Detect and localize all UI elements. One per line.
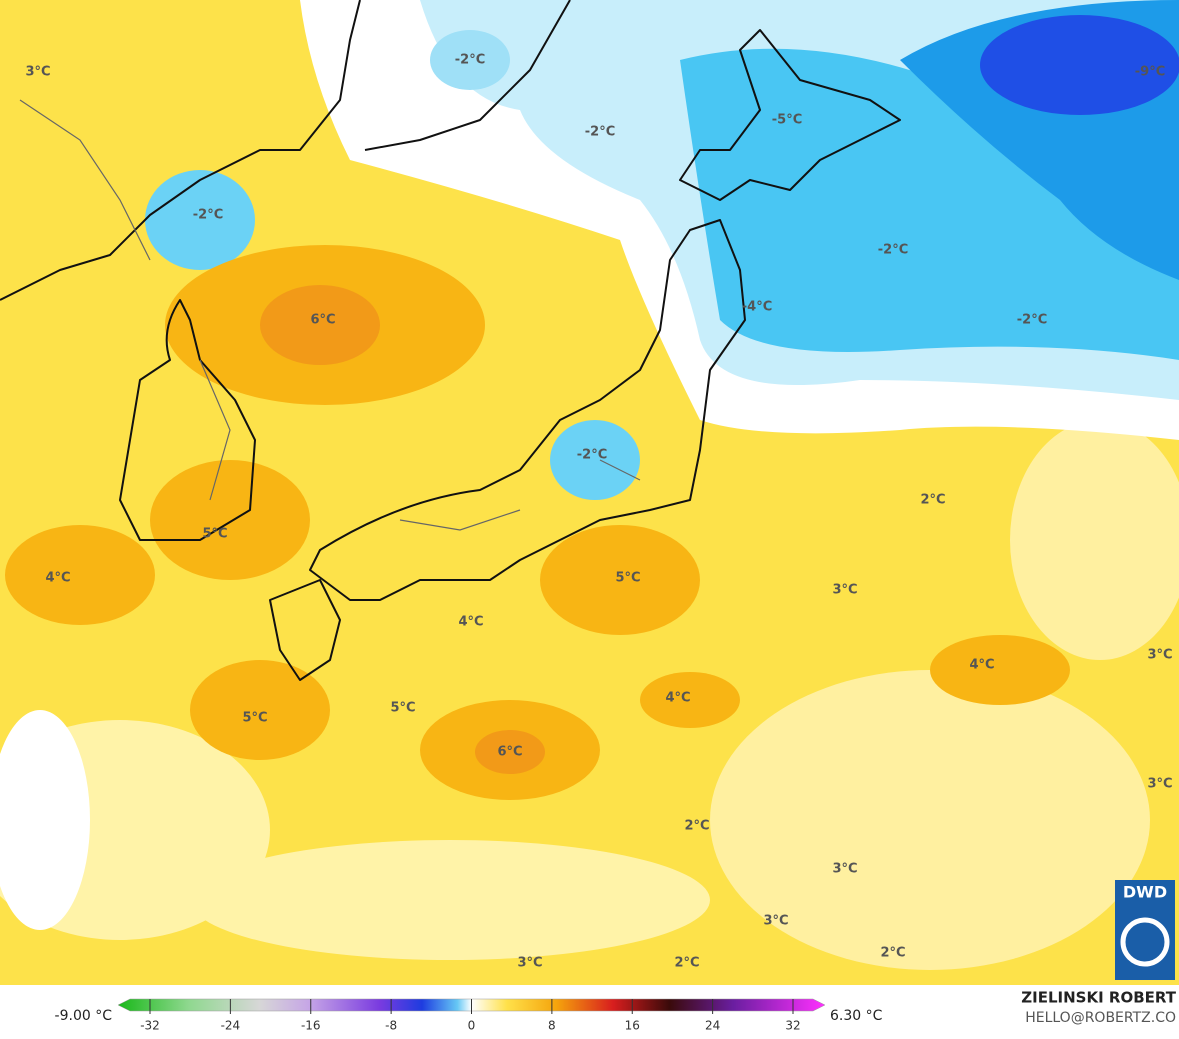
contour-label: 2°C (920, 493, 945, 508)
colorbar-tick-label: 24 (705, 1019, 720, 1033)
contour-label: 3°C (25, 65, 50, 80)
contour-label: 6°C (310, 313, 335, 328)
contour-label: 4°C (458, 615, 483, 630)
contour-label: 4°C (45, 571, 70, 586)
contour-label: 3°C (1147, 777, 1172, 792)
colorbar-tick-label: 16 (625, 1019, 640, 1033)
contour-label: 3°C (832, 583, 857, 598)
colorbar-tick-label: -32 (140, 1019, 160, 1033)
contour-label: 3°C (832, 862, 857, 877)
contour-label: 5°C (242, 711, 267, 726)
contour-label: -5°C (772, 113, 802, 128)
contour-label: -2°C (193, 208, 223, 223)
contour-label: 3°C (1147, 648, 1172, 663)
colorbar-tick-label: -16 (301, 1019, 321, 1033)
contour-label: -4°C (742, 300, 772, 315)
contour-label: 2°C (880, 946, 905, 961)
contour-label: 4°C (969, 658, 994, 673)
contour-label: 3°C (763, 914, 788, 929)
colorbar-tick-label: -8 (385, 1019, 397, 1033)
contact: HELLO@ROBERTZ.CO (1025, 1010, 1176, 1026)
author: ZIELINSKI ROBERT (1021, 989, 1176, 1007)
contour-label: -2°C (878, 243, 908, 258)
contour-label: 5°C (615, 571, 640, 586)
contour-label: 3°C (517, 956, 542, 971)
logo-text: DWD (1123, 883, 1167, 902)
contour-label: -2°C (577, 448, 607, 463)
contour-label: 2°C (674, 956, 699, 971)
logo-icon (1120, 917, 1170, 967)
colorbar-tick-label: 0 (468, 1019, 476, 1033)
colorbar-tick-label: -24 (221, 1019, 241, 1033)
contour-label: -9°C (1135, 65, 1165, 80)
contour-label: 2°C (684, 819, 709, 834)
contour-label: -2°C (455, 53, 485, 68)
contour-label: 4°C (665, 691, 690, 706)
contour-label: 6°C (497, 745, 522, 760)
contour-label: 5°C (390, 701, 415, 716)
contour-label: -2°C (585, 125, 615, 140)
contour-label: -2°C (1017, 313, 1047, 328)
colorbar-min: -9.00 °C (55, 1008, 113, 1024)
colorbar-tick-label: 32 (785, 1019, 800, 1033)
colorbar-tick-label: 8 (548, 1019, 556, 1033)
temperature-field (0, 0, 1179, 985)
colorbar-max: 6.30 °C (830, 1008, 883, 1024)
contour-labels: 3°C -2°C -2°C -5°C -9°C -2°C -2°C 6°C -4°C -2°C -2… (25, 53, 1172, 971)
contour-label: 5°C (202, 527, 227, 542)
coastlines (0, 0, 901, 681)
